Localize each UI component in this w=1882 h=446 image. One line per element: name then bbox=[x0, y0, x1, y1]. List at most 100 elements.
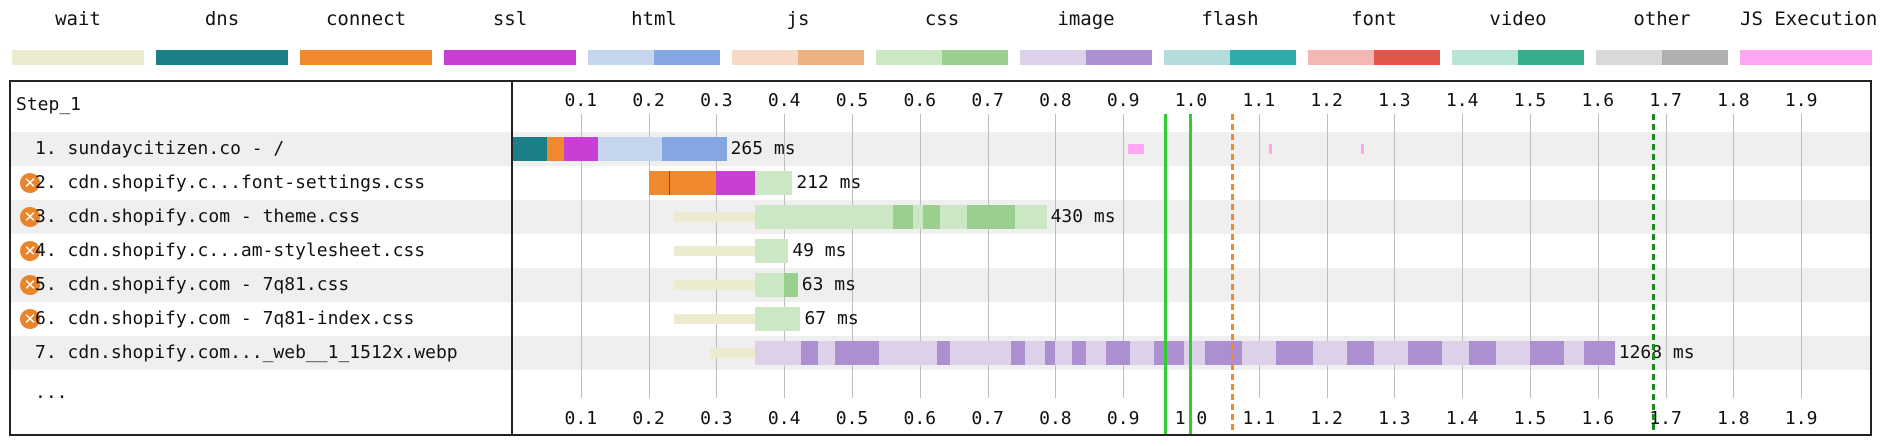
timing-segment bbox=[1011, 341, 1025, 365]
grid-line bbox=[1665, 114, 1667, 398]
legend-swatch-light bbox=[444, 50, 510, 65]
legend-label: flash bbox=[1201, 8, 1259, 30]
request-row-label[interactable]: ✕ 3. cdn.shopify.com - theme.css bbox=[11, 200, 511, 234]
tick-label-bottom: 0.6 bbox=[903, 408, 937, 429]
timing-segment bbox=[1407, 341, 1442, 365]
duration-label: 49 ms bbox=[792, 240, 847, 261]
column-divider bbox=[511, 82, 513, 434]
tick-label-top: 0.3 bbox=[700, 90, 733, 111]
legend-item: font bbox=[1308, 0, 1440, 72]
request-label-text: 3. cdn.shopify.com - theme.css bbox=[35, 206, 361, 227]
legend-swatch-dark bbox=[510, 50, 576, 65]
event-marker-line bbox=[1230, 114, 1234, 434]
legend-item: other bbox=[1596, 0, 1728, 72]
timing-segment bbox=[755, 205, 893, 229]
tick-label-top: 1.9 bbox=[1784, 90, 1818, 111]
legend-swatch bbox=[1452, 50, 1584, 65]
timing-segment bbox=[546, 137, 564, 161]
timing-segment bbox=[784, 273, 798, 297]
tick-label-bottom: 1.5 bbox=[1513, 408, 1547, 429]
tick-label-bottom: 0.8 bbox=[1039, 408, 1072, 429]
request-label-text: 2. cdn.shopify.c...font-settings.css bbox=[35, 172, 426, 193]
duration-label: 1268 ms bbox=[1618, 342, 1695, 363]
grid-line bbox=[1258, 114, 1260, 398]
tick-label-bottom: 1.8 bbox=[1717, 408, 1750, 429]
warning-icon: ✕ bbox=[20, 241, 40, 261]
grid-line bbox=[716, 114, 718, 398]
timing-segment bbox=[1045, 341, 1056, 365]
tick-label-top: 0.2 bbox=[632, 90, 665, 111]
legend-swatch-dark bbox=[654, 50, 720, 65]
timing-segment bbox=[1584, 341, 1615, 365]
legend-item: dns bbox=[156, 0, 288, 72]
tick-label-top: 1.5 bbox=[1513, 90, 1547, 111]
grid-line bbox=[1801, 114, 1803, 398]
timing-segment bbox=[1204, 341, 1242, 365]
legend-swatch-dark bbox=[1806, 50, 1872, 65]
legend-item: js bbox=[732, 0, 864, 72]
timing-segment bbox=[940, 205, 968, 229]
legend-label: video bbox=[1489, 8, 1547, 30]
legend-swatch-dark bbox=[78, 50, 144, 65]
legend-item: html bbox=[588, 0, 720, 72]
grid-line bbox=[1462, 114, 1464, 398]
grid-line bbox=[1326, 114, 1328, 398]
timing-segment bbox=[716, 171, 756, 195]
request-row-label[interactable]: ✕ 6. cdn.shopify.com - 7q81-index.css bbox=[11, 302, 511, 336]
tick-label-bottom: 1.4 bbox=[1445, 408, 1479, 429]
legend-swatch-light bbox=[732, 50, 798, 65]
legend-label: JS Execution bbox=[1740, 8, 1878, 30]
grid-line bbox=[648, 114, 650, 398]
tick-label-bottom: 1.3 bbox=[1378, 408, 1411, 429]
request-row-label[interactable]: 1. sundaycitizen.co - / bbox=[11, 132, 511, 166]
legend-swatch-dark bbox=[1374, 50, 1440, 65]
event-marker-line bbox=[1164, 114, 1168, 434]
more-ellipsis[interactable]: ... bbox=[35, 382, 68, 403]
timing-segment bbox=[923, 205, 941, 229]
tick-label-bottom: 0.3 bbox=[700, 408, 733, 429]
legend-swatch bbox=[732, 50, 864, 65]
warning-icon: ✕ bbox=[20, 309, 40, 329]
grid-line bbox=[1055, 114, 1057, 398]
request-row-label[interactable]: 7. cdn.shopify.com..._web__1_1512x.webp bbox=[11, 336, 511, 370]
legend-swatch-light bbox=[12, 50, 78, 65]
grid-line bbox=[919, 114, 921, 398]
legend-label: dns bbox=[204, 8, 240, 30]
legend-item: image bbox=[1020, 0, 1152, 72]
timing-segment bbox=[892, 205, 913, 229]
request-row-label[interactable]: ✕ 5. cdn.shopify.com - 7q81.css bbox=[11, 268, 511, 302]
legend-swatch-dark bbox=[1662, 50, 1728, 65]
timing-segment bbox=[936, 341, 951, 365]
legend-swatch-light bbox=[588, 50, 654, 65]
request-label-text: 7. cdn.shopify.com..._web__1_1512x.webp bbox=[35, 342, 458, 363]
legend-swatch-light bbox=[1452, 50, 1518, 65]
legend-swatch-dark bbox=[1230, 50, 1296, 65]
timing-segment bbox=[1374, 341, 1408, 365]
tick-label-top: 0.6 bbox=[903, 90, 937, 111]
grid-line bbox=[1394, 114, 1396, 398]
grid-line bbox=[1123, 114, 1125, 398]
request-row-label[interactable]: ✕ 2. cdn.shopify.c...font-settings.css bbox=[11, 166, 511, 200]
timing-segment bbox=[563, 137, 598, 161]
js-execution-mark bbox=[1360, 144, 1364, 154]
timing-segment bbox=[755, 273, 785, 297]
timing-segment bbox=[513, 137, 547, 161]
request-row-label[interactable]: ✕ 4. cdn.shopify.c...am-stylesheet.css bbox=[11, 234, 511, 268]
timing-segment bbox=[1106, 341, 1130, 365]
timing-segment bbox=[1530, 341, 1564, 365]
legend-swatch-light bbox=[1740, 50, 1806, 65]
legend-swatch bbox=[1164, 50, 1296, 65]
tick-label-top: 0.1 bbox=[564, 90, 598, 111]
timing-segment bbox=[755, 341, 802, 365]
tick-label-top: 0.4 bbox=[767, 90, 801, 111]
tick-label-top: 0.8 bbox=[1039, 90, 1072, 111]
legend-swatch bbox=[1740, 50, 1872, 65]
tick-label-top: 1.7 bbox=[1649, 90, 1682, 111]
legend-label: js bbox=[786, 8, 810, 30]
timing-segment bbox=[670, 171, 717, 195]
timing-segment bbox=[648, 171, 669, 195]
timing-segment bbox=[1313, 341, 1347, 365]
tick-label-bottom: 0.4 bbox=[767, 408, 801, 429]
tick-label-bottom: 1.2 bbox=[1310, 408, 1343, 429]
timing-segment bbox=[673, 212, 756, 222]
